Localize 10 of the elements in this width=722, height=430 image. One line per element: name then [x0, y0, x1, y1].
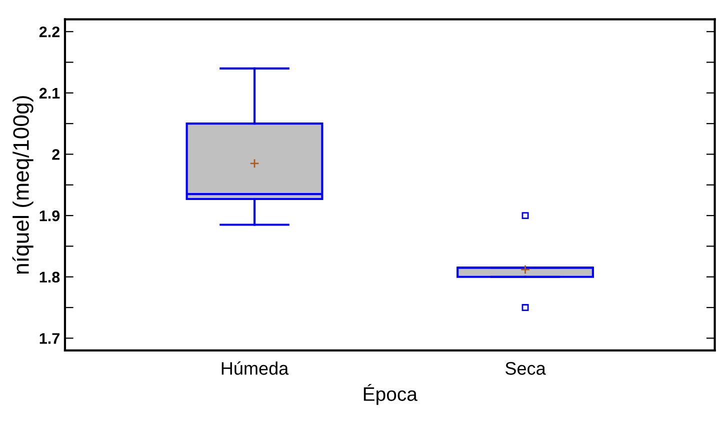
x-tick-label: Húmeda	[222, 361, 289, 375]
x-tick-label: Seca	[506, 362, 546, 375]
y-axis-title: níquel (meq/100g)	[12, 96, 34, 274]
x-axis-title: Época	[364, 384, 418, 405]
y-tick-label: 2	[52, 149, 60, 160]
y-tick-label: 1.7	[40, 333, 60, 344]
y-tick-label: 1.8	[40, 272, 60, 283]
y-tick-label: 2.1	[39, 88, 60, 98]
y-tick-label: 1.9	[40, 210, 60, 222]
y-tick-label: 2.2	[39, 26, 60, 38]
